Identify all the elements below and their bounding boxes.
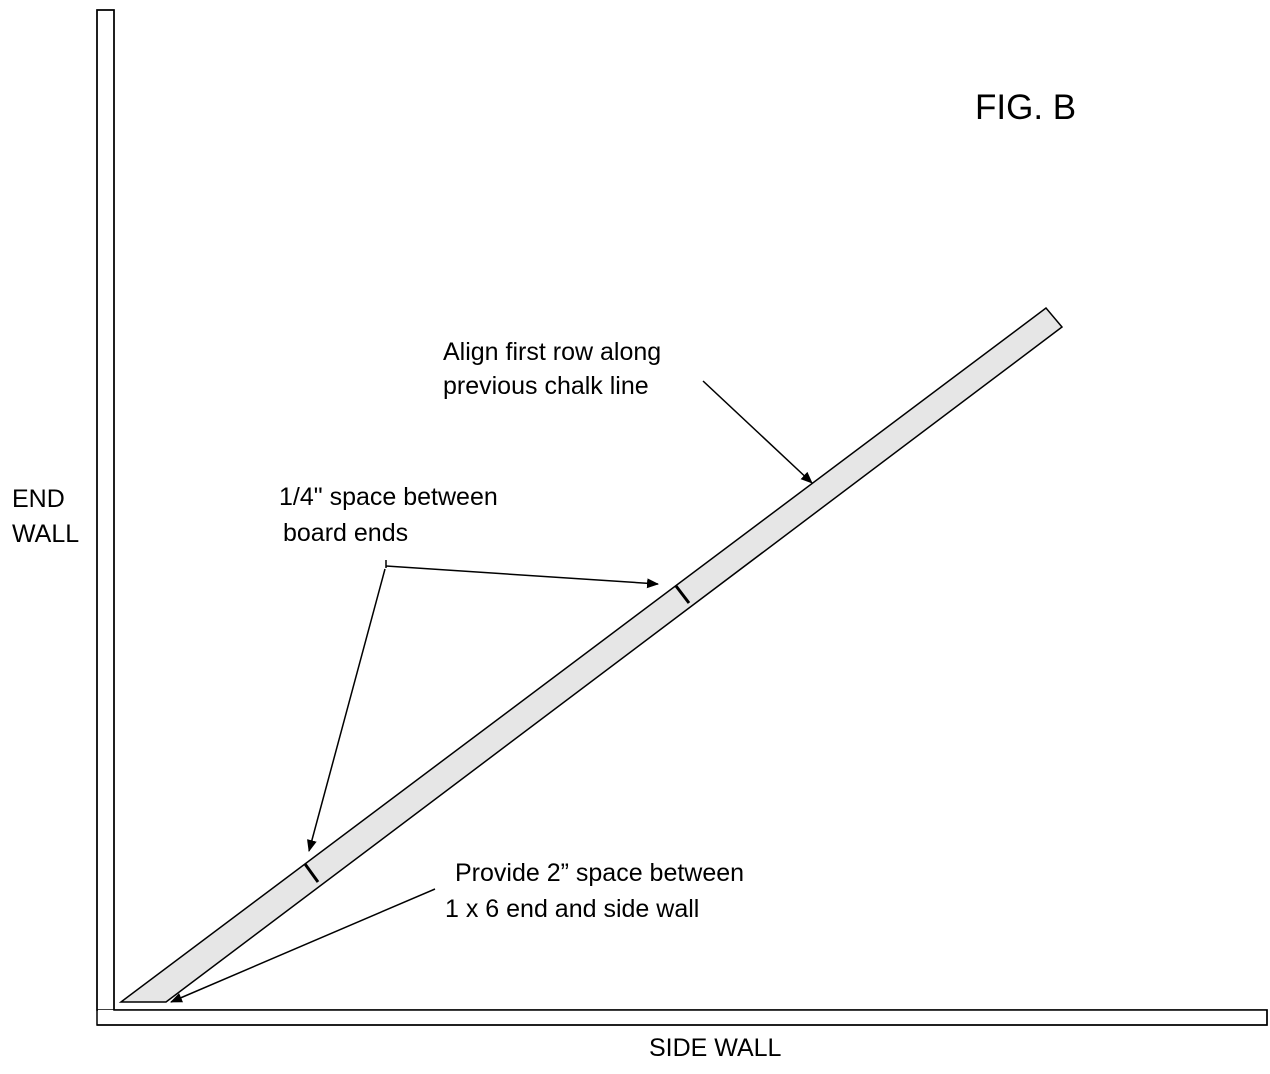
side-wall-label: SIDE WALL (649, 1034, 782, 1062)
align-callout-line1: Align first row along (443, 338, 662, 366)
align-callout-line2: previous chalk line (443, 372, 649, 400)
provide-callout-line2: 1 x 6 end and side wall (445, 895, 700, 923)
provide-callout-line1: Provide 2” space between (455, 859, 745, 887)
figure-title: FIG. B (975, 88, 1077, 127)
board-joint-upper (674, 585, 691, 604)
board-row (118, 306, 1064, 1003)
side-wall-outline (96, 9, 1268, 1026)
space-leader-arrow-lower (307, 568, 386, 852)
space-callout-line2: board ends (283, 519, 409, 547)
end-wall (96, 9, 115, 1011)
space-leader-arrow-upper (385, 565, 659, 589)
end-wall-label-line1: END (12, 485, 65, 513)
align-leader-arrow (702, 380, 813, 484)
provide-leader-arrow (170, 888, 436, 1003)
space-callout-line1: 1/4" space between (279, 483, 498, 511)
board-joint-lower (303, 863, 320, 883)
end-wall-label-line2: WALL (12, 520, 80, 548)
side-wall-fill (98, 1010, 1266, 1024)
